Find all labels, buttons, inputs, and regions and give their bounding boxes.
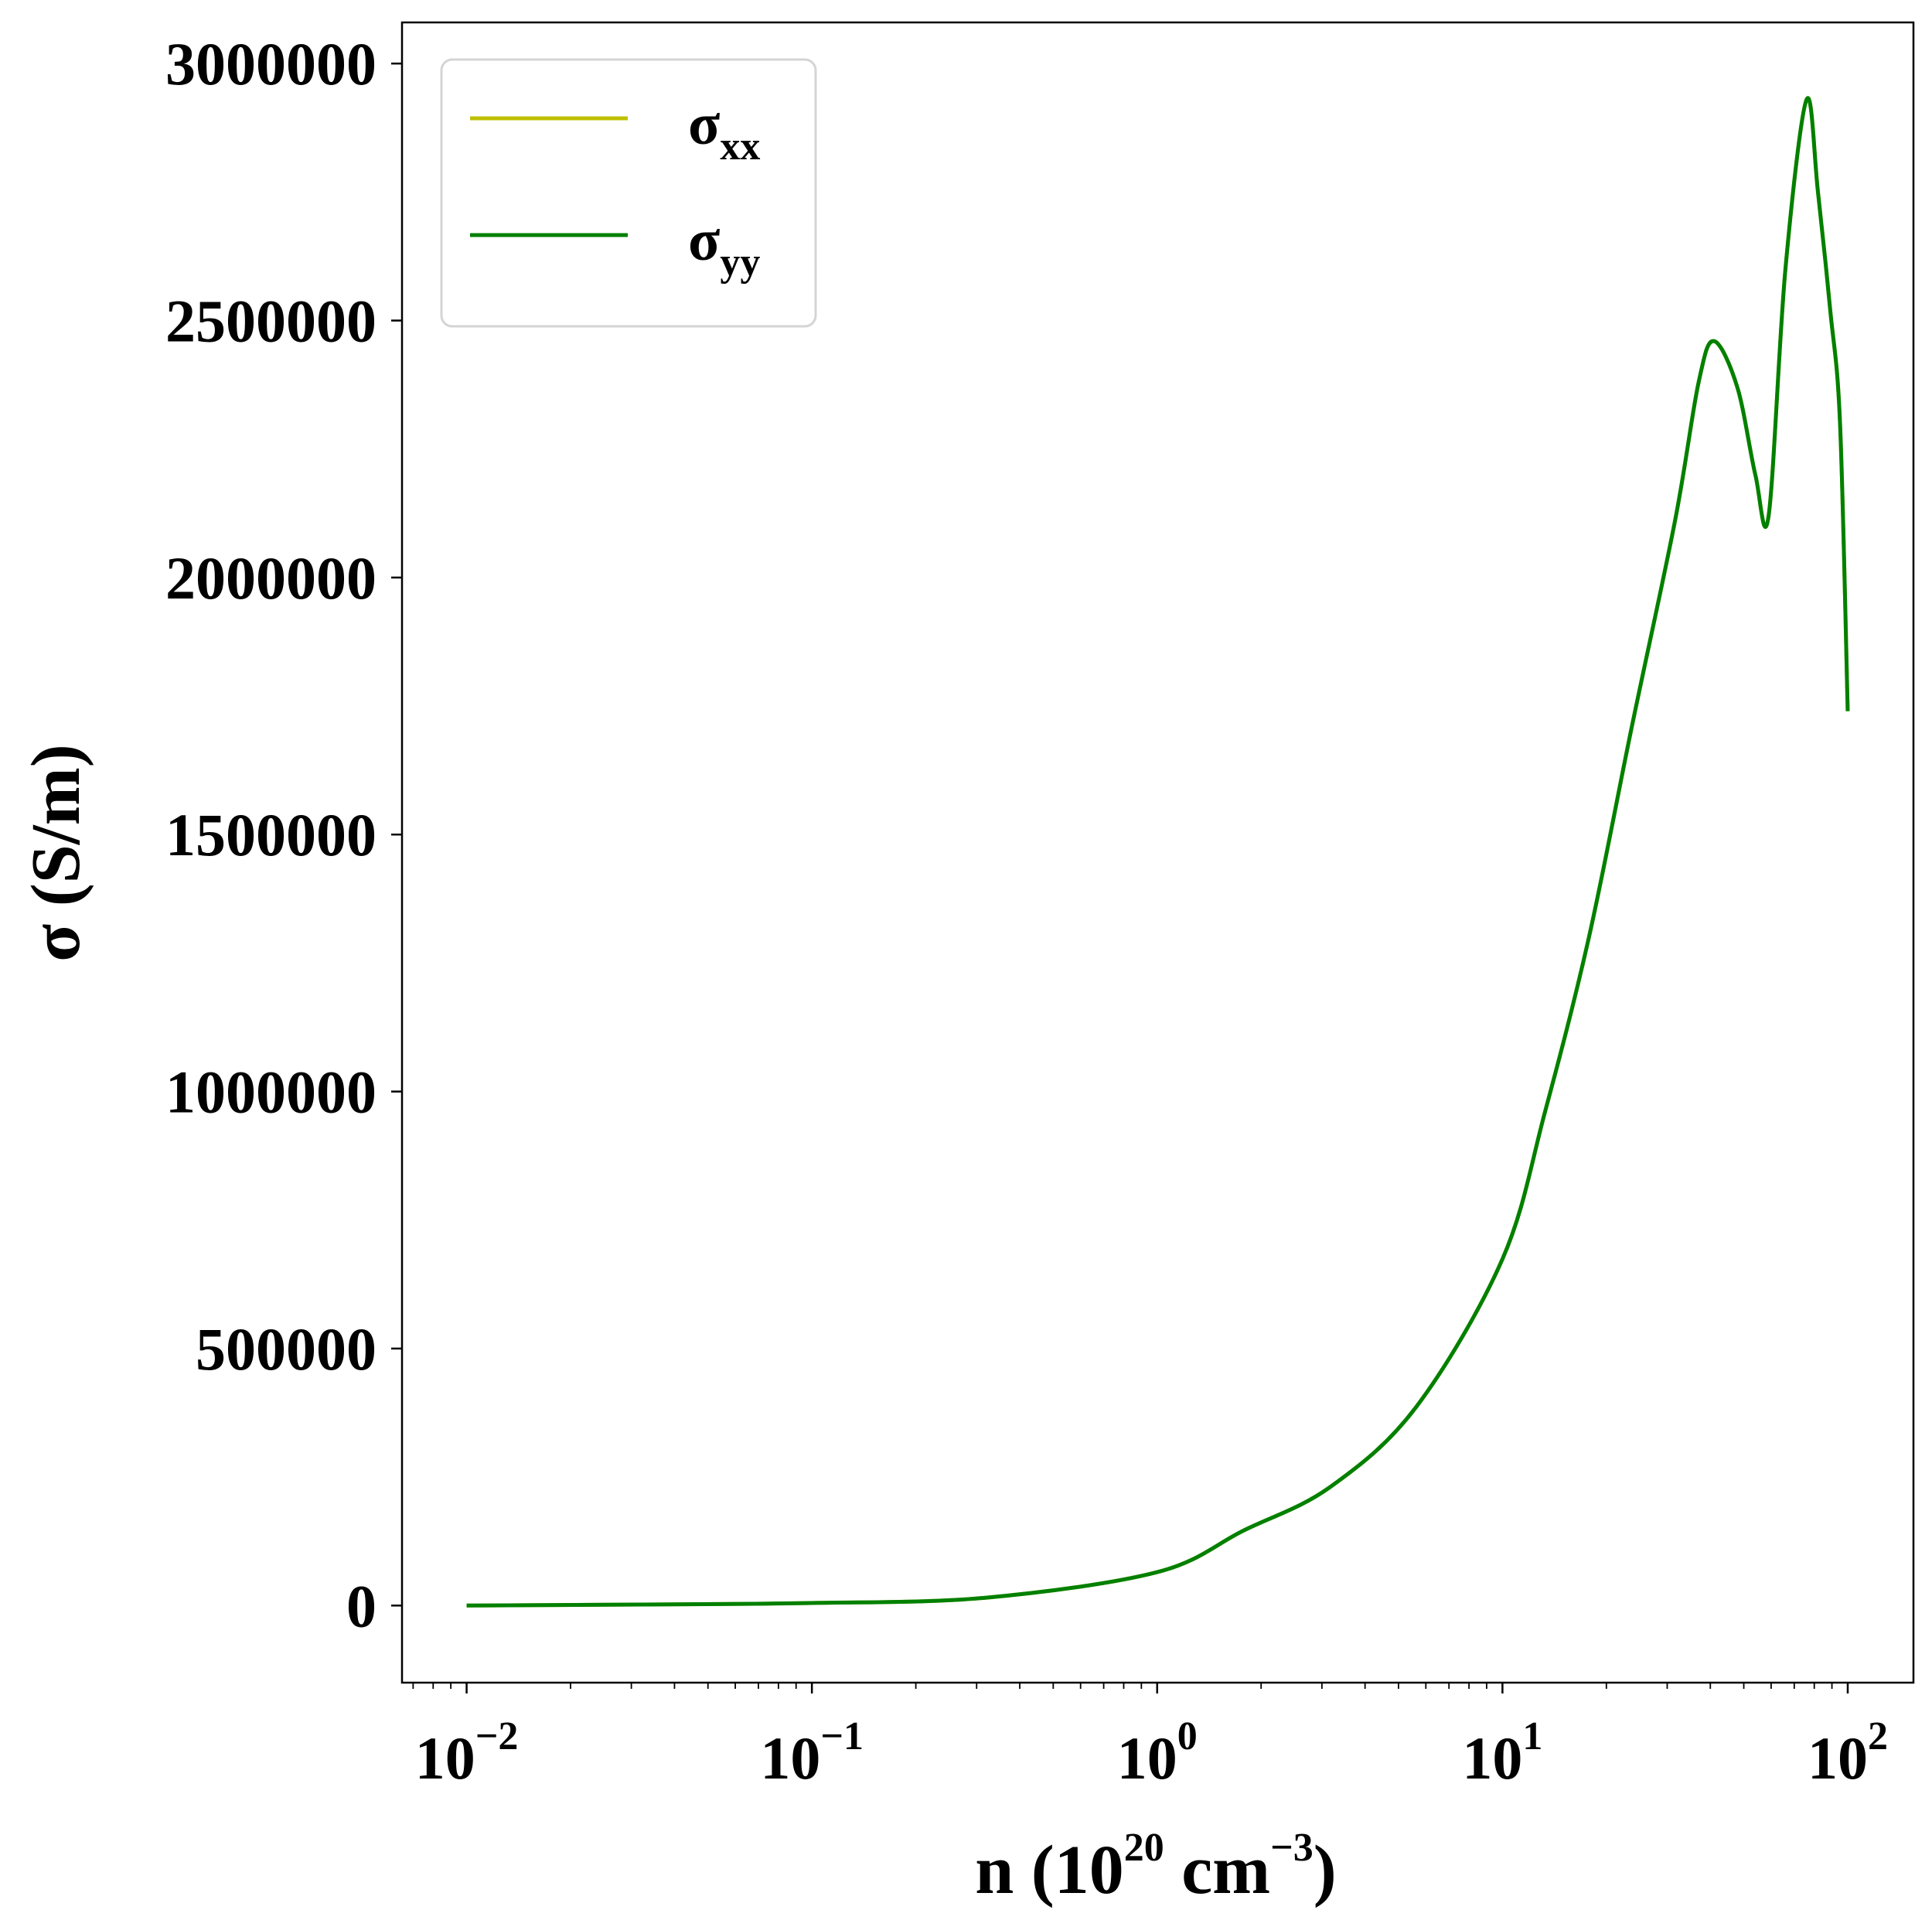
legend: σxx σyy: [440, 58, 817, 328]
legend-label-sigma-xx: σxx: [688, 92, 760, 169]
x-tick-label: 10−2: [415, 1714, 519, 1792]
x-tick-label: 100: [1117, 1714, 1198, 1792]
legend-box: [440, 58, 817, 328]
y-tick-label: 2000000: [165, 544, 377, 612]
y-tick-label: 500000: [196, 1315, 377, 1383]
y-tick-label: 3000000: [165, 30, 377, 97]
y-axis-label: σ (S/m): [18, 744, 94, 961]
x-tick-label: 102: [1808, 1714, 1888, 1792]
y-tick-label: 0: [346, 1572, 377, 1639]
y-tick-label: 1500000: [165, 801, 377, 868]
y-tick-label: 1000000: [165, 1059, 377, 1126]
series-line-yy: [466, 96, 1850, 1608]
series-layer: [466, 96, 1850, 1608]
x-tick-label: 101: [1462, 1714, 1542, 1792]
y-axis-ticks: 0 500000 1000000 1500000 2000000 2500000 30000…: [165, 30, 402, 1639]
legend-label-sigma-yy: σyy: [688, 208, 760, 285]
x-axis-ticks: 10−2 10−1 100 101 102: [412, 1683, 1888, 1792]
y-tick-label: 2500000: [165, 288, 377, 355]
x-tick-label: 10−1: [760, 1714, 864, 1792]
x-axis-label: n (1020 cm−3): [975, 1826, 1337, 1908]
